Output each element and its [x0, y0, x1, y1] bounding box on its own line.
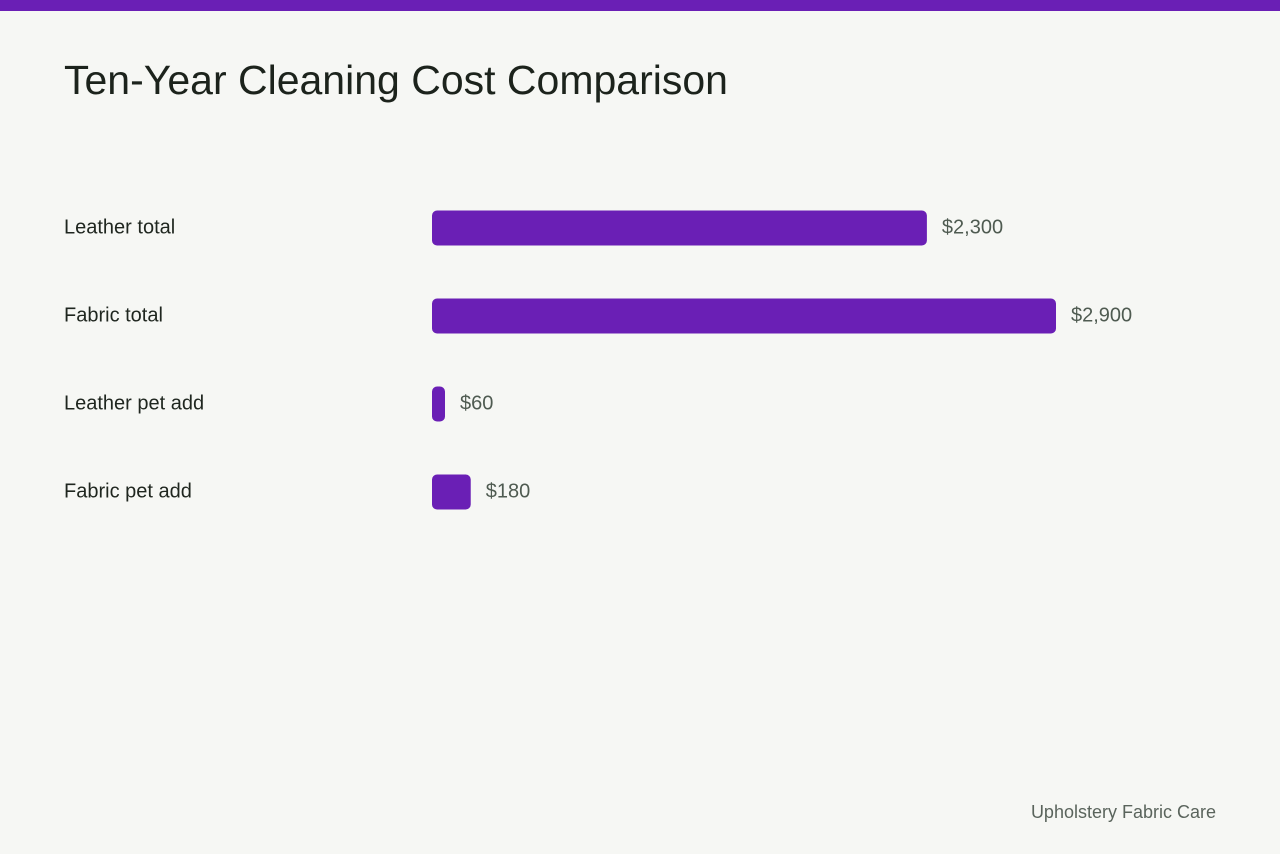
- bar-fabric-total: [432, 298, 1056, 334]
- value-label: $60: [460, 392, 493, 414]
- bar-leather-total: [432, 210, 927, 246]
- value-label: $2,300: [942, 216, 1003, 238]
- category-label: Fabric pet add: [64, 480, 192, 502]
- bar-fabric-pet-add: [432, 474, 471, 510]
- source-label: Upholstery Fabric Care: [1030, 802, 1216, 822]
- value-label: $180: [486, 480, 531, 502]
- bar-row-fabric-total: Fabric total $2,900: [64, 298, 1132, 334]
- bar-row-leather-pet-add: Leather pet add $60: [64, 386, 493, 422]
- category-label: Fabric total: [64, 304, 163, 326]
- top-accent-strip: [0, 0, 1280, 11]
- bar-row-leather-total: Leather total $2,300: [64, 210, 1003, 246]
- category-label: Leather total: [64, 216, 175, 238]
- bar-row-fabric-pet-add: Fabric pet add $180: [64, 474, 531, 510]
- bar-leather-pet-add: [432, 386, 445, 422]
- chart-title: Ten-Year Cleaning Cost Comparison: [64, 57, 728, 103]
- value-label: $2,900: [1071, 304, 1132, 326]
- category-label: Leather pet add: [64, 392, 204, 414]
